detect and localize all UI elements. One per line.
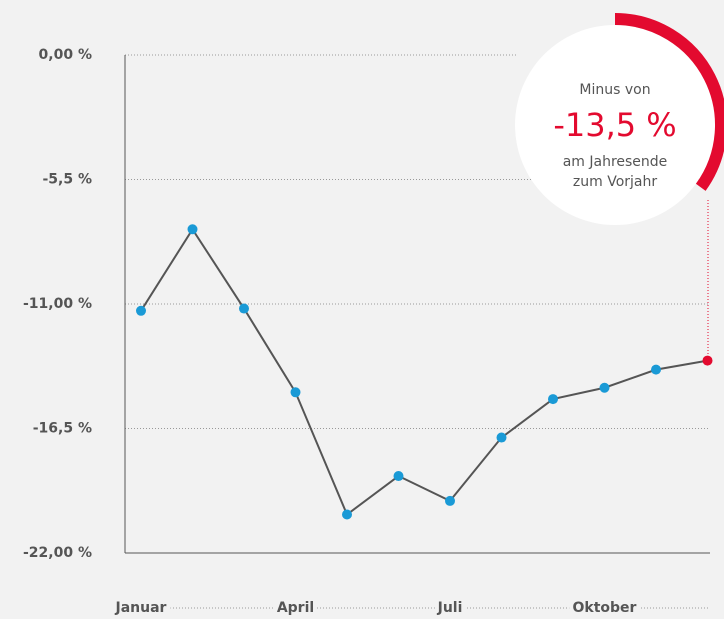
annotation-circle [515,25,715,225]
grid [125,54,710,429]
point [290,387,301,398]
y-tick-label: -5,5 % [42,172,92,188]
x-tick-label: Juli [437,600,463,616]
annotation-arc [614,13,724,191]
annotation-text: Minus von [579,82,650,98]
x-tick-label: Januar [115,600,167,616]
annotation-value: -13,5 % [553,106,676,144]
line [140,227,708,517]
point [548,394,558,405]
annotation-text: zum Vorjahr [573,174,657,190]
point [702,355,713,366]
x-tick-label: April [277,600,314,616]
point [393,471,404,482]
point [496,432,507,443]
point [651,364,661,375]
y-tick-label: 0,00 % [39,47,92,63]
annotation-text: am Jahresende [563,154,668,170]
point [445,495,455,506]
y-tick-label: -11,00 % [23,296,92,312]
point [342,509,352,520]
point [599,382,610,393]
y-tick-label: -22,00 % [23,545,92,561]
point [239,303,249,314]
y-tick-label: -16,5 % [33,421,92,437]
point [136,305,146,316]
point [187,224,198,235]
x-tick-label: Oktober [573,600,637,616]
